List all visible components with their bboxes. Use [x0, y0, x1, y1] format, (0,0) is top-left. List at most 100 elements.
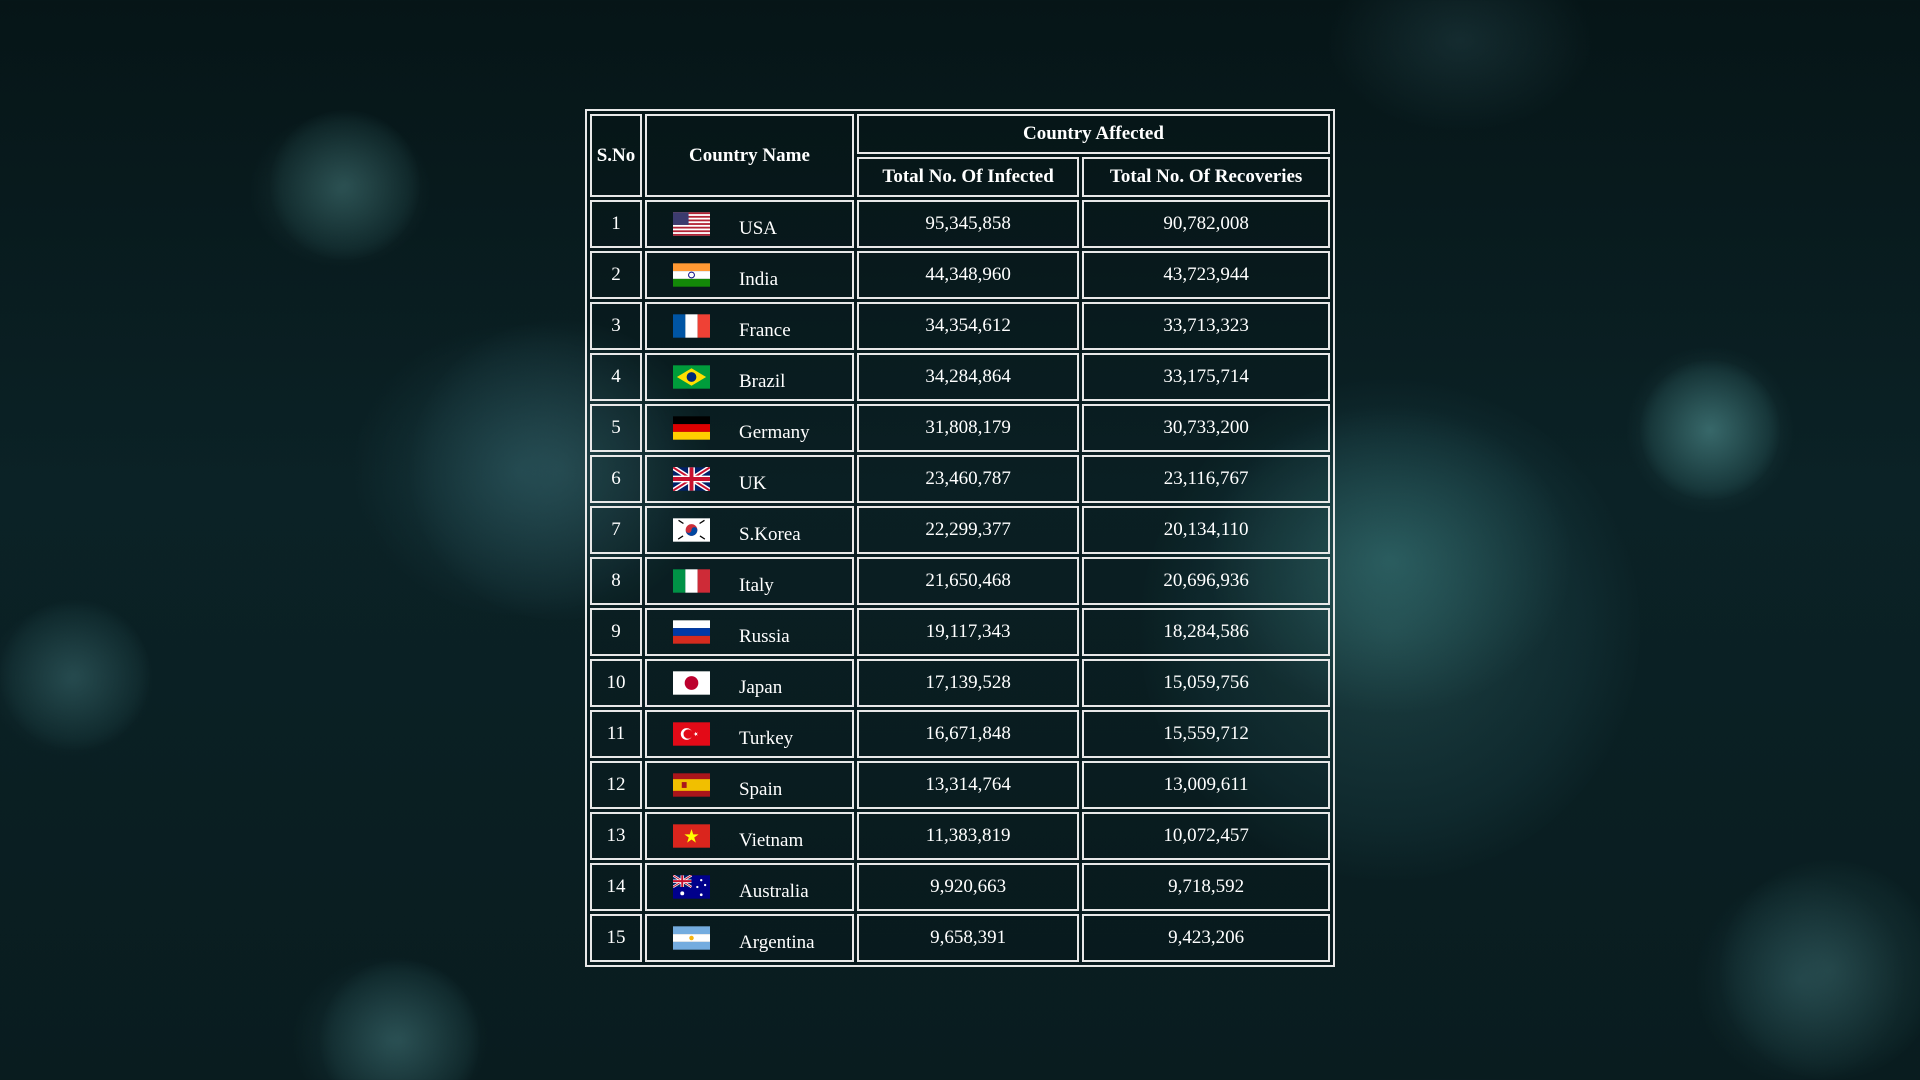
sno-cell: 13	[590, 812, 642, 860]
infected-cell: 44,348,960	[856, 251, 1080, 299]
infected-cell: 22,299,377	[856, 506, 1080, 554]
vietnam-flag	[672, 824, 710, 848]
country-cell: Argentina	[644, 914, 854, 962]
sno-cell: 12	[590, 761, 642, 809]
recoveries-cell: 30,733,200	[1082, 404, 1330, 452]
country-cell: UK	[644, 455, 854, 503]
country-cell: S.Korea	[644, 506, 854, 554]
recoveries-cell: 18,284,586	[1082, 608, 1330, 656]
table-row: 8 Italy 21,650,468 20,696,936	[590, 557, 1330, 605]
south-korea-flag	[672, 518, 710, 542]
table-row: 13 Vietnam 11,383,819 10,072,457	[590, 812, 1330, 860]
country-name: USA	[738, 218, 777, 239]
country-name: Italy	[738, 575, 774, 596]
infected-cell: 11,383,819	[856, 812, 1080, 860]
table-row: 14 Australia 9,920,663 9,718,592	[590, 863, 1330, 911]
country-name: Australia	[738, 881, 809, 902]
country-name: Spain	[738, 779, 783, 800]
table-row: 6 UK 23,460,787 23,116,767	[590, 455, 1330, 503]
table-row: 15 Argentina 9,658,391 9,423,206	[590, 914, 1330, 962]
italy-flag	[672, 569, 710, 593]
brazil-flag	[672, 365, 710, 389]
country-cell: Italy	[644, 557, 854, 605]
turkey-flag	[672, 722, 710, 746]
infected-cell: 9,658,391	[856, 914, 1080, 962]
recoveries-cell: 90,782,008	[1082, 200, 1330, 248]
country-cell: Brazil	[644, 353, 854, 401]
recoveries-cell: 15,559,712	[1082, 710, 1330, 758]
country-name: India	[738, 269, 779, 290]
country-cell: France	[644, 302, 854, 350]
country-cell: Germany	[644, 404, 854, 452]
infected-cell: 9,920,663	[856, 863, 1080, 911]
table-body: 1 USA 95,345,858 90,782,008 2 India 44,348,960…	[590, 200, 1330, 962]
table-row: 11 Turkey 16,671,848 15,559,712	[590, 710, 1330, 758]
country-cell: Russia	[644, 608, 854, 656]
header-row-top: S.No Country Name Country Affected	[590, 114, 1330, 197]
infected-cell: 13,314,764	[856, 761, 1080, 809]
infected-cell: 19,117,343	[856, 608, 1080, 656]
table-row: 9 Russia 19,117,343 18,284,586	[590, 608, 1330, 656]
uk-flag	[671, 465, 712, 493]
country-name-header: Country Name	[644, 114, 854, 197]
table-row: 3 France 34,354,612 33,713,323	[590, 302, 1330, 350]
country-name: Turkey	[738, 728, 794, 749]
virus-particle	[320, 960, 480, 1080]
country-affected-header: Country Affected	[856, 114, 1330, 154]
usa-flag	[672, 212, 710, 236]
header-row-bottom: Total No. Of Infected Total No. Of Recov…	[590, 157, 1330, 197]
japan-flag	[672, 671, 710, 695]
virus-particle	[1720, 860, 1920, 1080]
spain-flag	[672, 773, 710, 797]
sno-cell: 14	[590, 863, 642, 911]
virus-particle	[0, 600, 150, 750]
table-row: 4 Brazil 34,284,864 33,175,714	[590, 353, 1330, 401]
recoveries-cell: 33,713,323	[1082, 302, 1330, 350]
country-cell: Japan	[644, 659, 854, 707]
country-name: France	[738, 320, 791, 341]
australia-flag	[672, 874, 710, 899]
virus-particle	[1640, 360, 1780, 500]
sno-cell: 11	[590, 710, 642, 758]
country-name: Russia	[738, 626, 790, 647]
infected-header: Total No. Of Infected	[856, 157, 1080, 197]
sno-cell: 1	[590, 200, 642, 248]
country-cell: USA	[644, 200, 854, 248]
recoveries-cell: 23,116,767	[1082, 455, 1330, 503]
recoveries-cell: 20,696,936	[1082, 557, 1330, 605]
country-name: Argentina	[738, 932, 815, 953]
table-row: 5 Germany 31,808,179 30,733,200	[590, 404, 1330, 452]
country-cell: Vietnam	[644, 812, 854, 860]
infected-cell: 34,354,612	[856, 302, 1080, 350]
recoveries-cell: 10,072,457	[1082, 812, 1330, 860]
infected-cell: 21,650,468	[856, 557, 1080, 605]
country-name: Brazil	[738, 371, 786, 392]
sno-cell: 6	[590, 455, 642, 503]
sno-cell: 7	[590, 506, 642, 554]
country-name: Germany	[738, 422, 810, 443]
infected-cell: 16,671,848	[856, 710, 1080, 758]
france-flag	[672, 314, 710, 338]
virus-particle	[270, 110, 420, 260]
sno-cell: 10	[590, 659, 642, 707]
table-header: S.No Country Name Country Affected Total…	[590, 114, 1330, 197]
sno-cell: 3	[590, 302, 642, 350]
country-name: Japan	[738, 677, 783, 698]
sno-cell: 8	[590, 557, 642, 605]
infected-cell: 95,345,858	[856, 200, 1080, 248]
country-name: S.Korea	[738, 524, 801, 545]
infected-cell: 17,139,528	[856, 659, 1080, 707]
covid-stats-table: S.No Country Name Country Affected Total…	[585, 109, 1335, 967]
sno-cell: 2	[590, 251, 642, 299]
country-name: UK	[738, 473, 767, 494]
recoveries-cell: 13,009,611	[1082, 761, 1330, 809]
infected-cell: 34,284,864	[856, 353, 1080, 401]
sno-cell: 5	[590, 404, 642, 452]
india-flag	[672, 263, 710, 287]
recoveries-cell: 9,423,206	[1082, 914, 1330, 962]
infected-cell: 23,460,787	[856, 455, 1080, 503]
recoveries-cell: 33,175,714	[1082, 353, 1330, 401]
sno-cell: 4	[590, 353, 642, 401]
recoveries-cell: 20,134,110	[1082, 506, 1330, 554]
table-row: 12 Spain 13,314,764 13,009,611	[590, 761, 1330, 809]
